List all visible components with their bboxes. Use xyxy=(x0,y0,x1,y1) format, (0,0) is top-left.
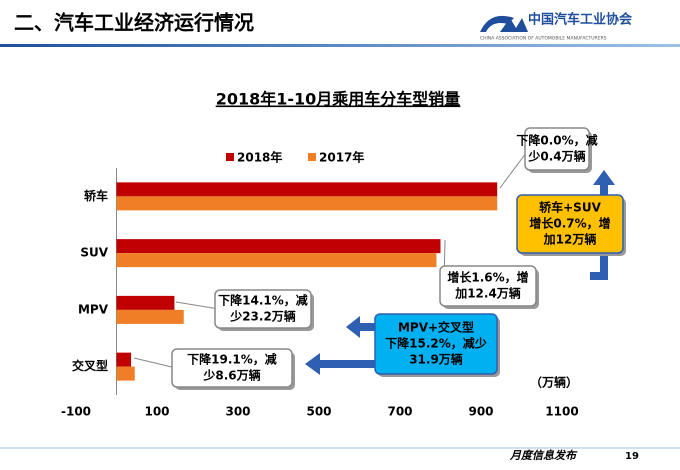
callout-text: 下降14.1%，减 xyxy=(218,293,308,308)
callout-box xyxy=(214,289,312,329)
callout-text: 加12.4万辆 xyxy=(454,286,521,301)
callout-text: 少8.6万辆 xyxy=(202,368,260,383)
callout-box xyxy=(374,313,498,375)
arrow xyxy=(305,353,400,375)
bar xyxy=(116,295,175,310)
bar xyxy=(116,366,135,381)
callout-text: 少23.2万辆 xyxy=(229,309,296,324)
legend-label: 2018年 xyxy=(237,150,282,165)
x-tick-label: 100 xyxy=(144,405,169,419)
chart-title: 2018年1-10月乘用车分车型销量 xyxy=(216,90,461,109)
y-tick-label: 交叉型 xyxy=(72,358,108,373)
callout-box xyxy=(524,127,590,171)
legend-swatch xyxy=(308,153,316,161)
callout-text: 31.9万辆 xyxy=(409,352,463,367)
y-tick-label: 轿车 xyxy=(84,188,108,203)
page-number: 19 xyxy=(625,451,639,462)
x-tick-label: 1100 xyxy=(545,405,578,419)
unit-label: （万辆） xyxy=(530,375,578,390)
y-tick-label: SUV xyxy=(80,246,108,260)
legend-swatch xyxy=(226,153,234,161)
callout-text: 下降0.0%，减 xyxy=(516,133,597,148)
bar xyxy=(116,309,184,324)
callout-text: 少0.4万辆 xyxy=(527,149,585,164)
callout-box xyxy=(171,348,293,388)
callout-pointer xyxy=(133,357,177,369)
arrow xyxy=(346,316,390,338)
callout-text: 下降15.2%，减少 xyxy=(385,336,487,351)
x-tick-label: 900 xyxy=(468,405,493,419)
callout-text: 增长1.6%，增 xyxy=(447,270,528,285)
callout-box xyxy=(439,265,537,307)
bar xyxy=(116,196,498,211)
callout-text: 轿车+SUV xyxy=(539,200,601,215)
bar xyxy=(116,182,498,197)
y-tick-label: MPV xyxy=(78,302,109,316)
legend-label: 2017年 xyxy=(319,150,364,165)
callout-text: 下降19.1%，减 xyxy=(187,352,277,367)
callout-box xyxy=(516,194,624,254)
callout-text: MPV+交叉型 xyxy=(398,320,474,335)
callout-pointer xyxy=(499,148,530,189)
bar xyxy=(116,239,441,254)
logo-subtext: CHINA ASSOCIATION OF AUTOMOBILE MANUFACT… xyxy=(480,36,607,42)
callout-text: 增长0.7%，增 xyxy=(529,216,610,231)
x-tick-label: 700 xyxy=(387,405,412,419)
footer-text: 月度信息发布 xyxy=(509,449,578,462)
logo-mark xyxy=(480,15,528,32)
header-rule xyxy=(0,44,680,47)
logo-text: 中国汽车工业协会 xyxy=(528,12,633,28)
bar xyxy=(116,352,132,367)
x-tick-label: 300 xyxy=(225,405,250,419)
x-tick-label: -100 xyxy=(61,405,91,419)
header-title: 二、汽车工业经济运行情况 xyxy=(14,11,254,35)
bar xyxy=(116,253,437,268)
callout-pointer xyxy=(175,301,220,310)
callout-text: 加12万辆 xyxy=(543,232,597,247)
x-tick-label: 500 xyxy=(306,405,331,419)
